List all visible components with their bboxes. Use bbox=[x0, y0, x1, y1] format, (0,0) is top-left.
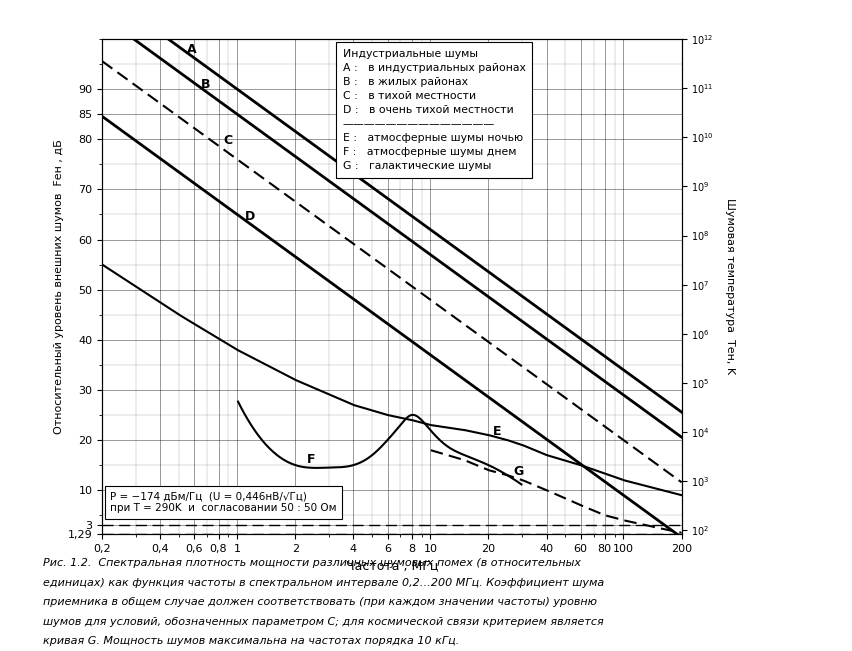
Y-axis label: Относительный уровень внешних шумов  Fен , дБ: Относительный уровень внешних шумов Fен … bbox=[54, 139, 64, 434]
Text: B: B bbox=[201, 78, 210, 91]
Text: единицах) как функция частоты в спектральном интервале 0,2…200 МГц. Коэффициент : единицах) как функция частоты в спектрал… bbox=[43, 578, 604, 588]
Text: Индустриальные шумы
A :   в индустриальных районах
B :   в жилых районах
C :   в: Индустриальные шумы A : в индустриальных… bbox=[343, 49, 526, 171]
Text: Рис. 1.2.  Спектральная плотность мощности различных шумовых помех (в относитель: Рис. 1.2. Спектральная плотность мощност… bbox=[43, 559, 580, 568]
X-axis label: Частота , МГц: Частота , МГц bbox=[346, 559, 438, 572]
Text: C: C bbox=[223, 135, 233, 147]
Text: E: E bbox=[492, 425, 501, 438]
Text: приемника в общем случае должен соответствовать (при каждом значении частоты) ур: приемника в общем случае должен соответс… bbox=[43, 598, 596, 607]
Y-axis label: Шумовая температура  Tен, K: Шумовая температура Tен, K bbox=[725, 199, 735, 374]
Text: F: F bbox=[307, 452, 315, 465]
Text: D: D bbox=[245, 210, 256, 223]
Text: G: G bbox=[514, 465, 524, 478]
Text: шумов для условий, обозначенных параметром C; для космической связи критерием яв: шумов для условий, обозначенных параметр… bbox=[43, 617, 603, 627]
Text: кривая G. Мощность шумов максимальна на частотах порядка 10 кГц.: кривая G. Мощность шумов максимальна на … bbox=[43, 637, 459, 646]
Text: A: A bbox=[187, 43, 197, 56]
Text: P = −174 дБм/Гц  (U = 0,446нВ/√Гц)
при T = 290K  и  согласовании 50 : 50 Ом: P = −174 дБм/Гц (U = 0,446нВ/√Гц) при T … bbox=[110, 492, 337, 514]
